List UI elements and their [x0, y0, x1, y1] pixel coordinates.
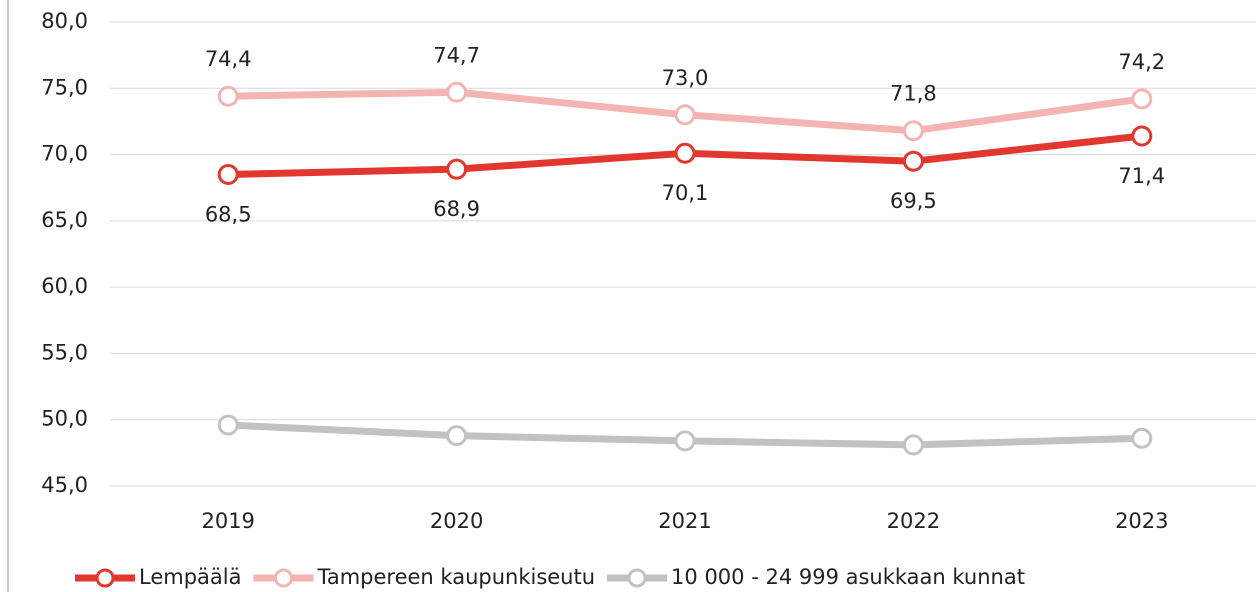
- y-tick-label: 45,0: [41, 473, 88, 497]
- x-tick-label: 2021: [658, 509, 711, 533]
- point-marker: [902, 434, 924, 456]
- data-label: 70,1: [662, 181, 709, 205]
- y-tick-label: 70,0: [41, 142, 88, 166]
- point-marker: [217, 163, 239, 185]
- data-label: 69,5: [890, 189, 937, 213]
- legend-marker: [95, 568, 115, 588]
- legend-marker: [273, 568, 293, 588]
- data-label: 74,4: [205, 47, 252, 71]
- legend-label: 10 000 - 24 999 asukkaan kunnat: [671, 565, 1025, 589]
- x-tick-label: 2022: [887, 509, 940, 533]
- point-marker: [1131, 88, 1153, 110]
- point-marker: [674, 430, 696, 452]
- point-marker: [674, 142, 696, 164]
- point-marker: [446, 81, 468, 103]
- x-tick-label: 2019: [201, 509, 254, 533]
- point-marker: [674, 104, 696, 126]
- y-tick-label: 80,0: [41, 9, 88, 33]
- point-marker: [217, 85, 239, 107]
- x-tick-label: 2020: [430, 509, 483, 533]
- y-tick-label: 60,0: [41, 274, 88, 298]
- data-label: 68,5: [205, 202, 252, 226]
- data-label: 68,9: [433, 197, 480, 221]
- legend-label: Tampereen kaupunkiseutu: [316, 565, 595, 589]
- point-marker: [446, 158, 468, 180]
- data-label: 74,2: [1118, 50, 1165, 74]
- point-marker: [902, 150, 924, 172]
- y-tick-label: 50,0: [41, 407, 88, 431]
- data-label: 73,0: [662, 66, 709, 90]
- point-marker: [1131, 427, 1153, 449]
- legend-label: Lempäälä: [139, 565, 241, 589]
- data-label: 71,8: [890, 82, 937, 106]
- legend-marker: [627, 568, 647, 588]
- point-marker: [217, 414, 239, 436]
- data-label: 74,7: [433, 43, 480, 67]
- y-tick-label: 65,0: [41, 208, 88, 232]
- data-label: 71,4: [1118, 164, 1165, 188]
- x-tick-label: 2023: [1115, 509, 1168, 533]
- y-tick-label: 75,0: [41, 75, 88, 99]
- point-marker: [1131, 125, 1153, 147]
- point-marker: [902, 120, 924, 142]
- point-marker: [446, 425, 468, 447]
- y-tick-label: 55,0: [41, 340, 88, 364]
